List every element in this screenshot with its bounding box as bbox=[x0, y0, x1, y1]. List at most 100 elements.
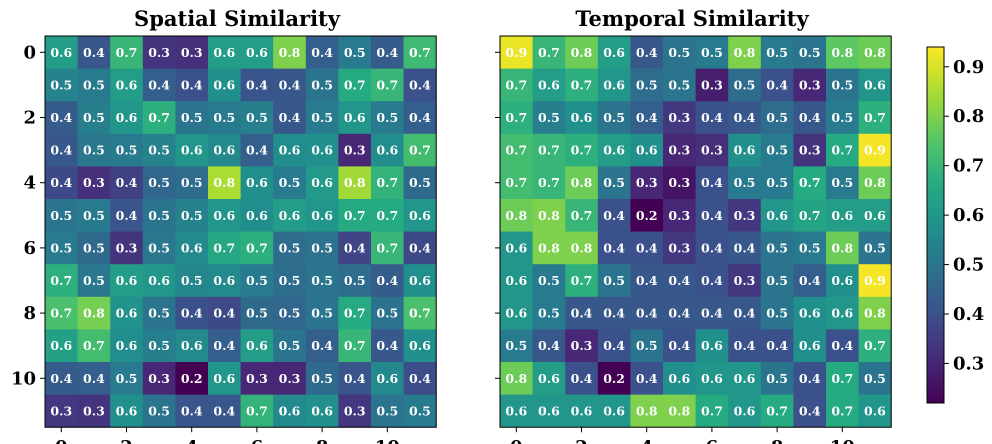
heatmap-cell bbox=[826, 362, 859, 395]
cell-value-label: 0.5 bbox=[148, 306, 170, 321]
heatmap-cell bbox=[663, 362, 696, 395]
heatmap-cell bbox=[110, 231, 144, 265]
cell-value-label: 0.7 bbox=[376, 77, 398, 92]
cell-value-label: 0.6 bbox=[734, 371, 756, 386]
cell-value-label: 0.8 bbox=[538, 208, 560, 223]
cell-value-label: 0.4 bbox=[116, 208, 138, 223]
cell-value-label: 0.6 bbox=[116, 273, 138, 288]
heatmap-cell bbox=[371, 264, 404, 298]
heatmap-cell bbox=[338, 264, 372, 298]
heatmap-cell bbox=[338, 101, 372, 135]
cell-value-label: 0.7 bbox=[148, 110, 170, 125]
heatmap-cell bbox=[728, 133, 762, 167]
cell-value-label: 0.4 bbox=[636, 306, 658, 321]
cell-value-label: 0.7 bbox=[571, 273, 593, 288]
cell-value-label: 0.3 bbox=[799, 143, 821, 158]
cell-value-label: 0.5 bbox=[603, 110, 625, 125]
x-tick-label: 0 bbox=[55, 437, 68, 444]
heatmap-cell bbox=[142, 68, 176, 102]
cell-value-label: 0.3 bbox=[83, 403, 105, 418]
heatmap-cell bbox=[142, 231, 176, 265]
cell-value-label: 0.4 bbox=[701, 175, 723, 190]
cell-value-label: 0.6 bbox=[864, 208, 886, 223]
cell-value-label: 0.4 bbox=[376, 273, 398, 288]
heatmap-cell bbox=[695, 36, 729, 69]
cell-value-label: 0.3 bbox=[279, 371, 301, 386]
heatmap-cell bbox=[175, 362, 209, 395]
cell-value-label: 0.5 bbox=[766, 110, 788, 125]
heatmap-cell bbox=[240, 329, 274, 363]
heatmap-cell bbox=[142, 199, 176, 232]
y-tick-label: 10 bbox=[11, 368, 36, 389]
cell-value-label: 0.8 bbox=[831, 240, 853, 255]
x-tick-label: 4 bbox=[185, 437, 198, 444]
heatmap-cell bbox=[338, 394, 372, 428]
cell-value-label: 0.8 bbox=[505, 371, 527, 386]
cell-value-label: 0.6 bbox=[409, 338, 431, 353]
heatmap-cell bbox=[565, 231, 599, 265]
heatmap-cell bbox=[597, 36, 631, 69]
cell-value-label: 0.6 bbox=[311, 208, 333, 223]
heatmap-cell bbox=[630, 36, 664, 69]
cell-value-label: 0.6 bbox=[864, 77, 886, 92]
cell-value-label: 0.6 bbox=[181, 240, 203, 255]
heatmap-cell bbox=[858, 101, 892, 135]
heatmap-cell bbox=[597, 68, 631, 102]
cell-value-label: 0.6 bbox=[701, 338, 723, 353]
cell-value-label: 0.5 bbox=[376, 110, 398, 125]
heatmap-cell bbox=[760, 231, 794, 265]
spatial-heatmap: 0.6 0.4 0.7 0.3 0.3 0.6 0.6 0.8 0.4 0.5 0.4 0.7 0.5 0… bbox=[11, 35, 437, 444]
cell-value-label: 0.9 bbox=[864, 273, 886, 288]
cell-value-label: 0.8 bbox=[279, 45, 301, 60]
cell-value-label: 0.5 bbox=[538, 306, 560, 321]
cell-value-label: 0.6 bbox=[701, 371, 723, 386]
cell-value-label: 0.8 bbox=[83, 306, 105, 321]
cell-value-label: 0.4 bbox=[409, 371, 431, 386]
heatmap-cell bbox=[403, 166, 437, 200]
heatmap-cell bbox=[728, 68, 762, 102]
heatmap-cell bbox=[532, 133, 566, 167]
cell-value-label: 0.5 bbox=[148, 240, 170, 255]
cell-value-label: 0.5 bbox=[538, 110, 560, 125]
heatmap-cell bbox=[826, 101, 859, 135]
x-tick-label: 10 bbox=[375, 437, 400, 444]
cell-value-label: 0.5 bbox=[766, 240, 788, 255]
heatmap-cell bbox=[858, 133, 892, 167]
heatmap-cell bbox=[858, 362, 892, 395]
heatmap-cell bbox=[858, 264, 892, 298]
cell-value-label: 0.7 bbox=[864, 338, 886, 353]
heatmap-cell bbox=[500, 199, 533, 232]
heatmap-cell bbox=[597, 166, 631, 200]
heatmap-cell bbox=[858, 199, 892, 232]
heatmap-cell bbox=[45, 296, 78, 330]
heatmap-cell bbox=[403, 296, 437, 330]
cell-value-label: 0.6 bbox=[116, 110, 138, 125]
y-tick-label: 4 bbox=[23, 173, 36, 194]
cell-value-label: 0.3 bbox=[668, 175, 690, 190]
colorbar-gradient bbox=[926, 46, 945, 404]
cell-value-label: 0.6 bbox=[116, 403, 138, 418]
cell-value-label: 0.7 bbox=[344, 77, 366, 92]
heatmap-cell bbox=[305, 329, 339, 363]
cell-value-label: 0.4 bbox=[766, 77, 788, 92]
cell-value-label: 0.6 bbox=[766, 208, 788, 223]
heatmap-cell bbox=[208, 329, 241, 363]
y-tick-label: 8 bbox=[23, 303, 36, 324]
cell-value-label: 0.5 bbox=[766, 273, 788, 288]
cell-value-label: 0.5 bbox=[734, 77, 756, 92]
heatmap-cell bbox=[305, 264, 339, 298]
heatmap-cell bbox=[858, 394, 892, 428]
cell-value-label: 0.6 bbox=[181, 143, 203, 158]
heatmap-cell bbox=[760, 362, 794, 395]
cell-value-label: 0.5 bbox=[246, 110, 268, 125]
x-tick-label: 2 bbox=[575, 437, 588, 444]
heatmap-cell bbox=[403, 264, 437, 298]
cell-value-label: 0.5 bbox=[603, 273, 625, 288]
cell-value-label: 0.6 bbox=[246, 338, 268, 353]
cell-value-label: 0.4 bbox=[571, 371, 593, 386]
cell-value-label: 0.5 bbox=[636, 338, 658, 353]
heatmap-cell bbox=[500, 68, 533, 102]
heatmap-cell bbox=[597, 329, 631, 363]
cell-value-label: 0.6 bbox=[116, 77, 138, 92]
heatmap-cell bbox=[532, 101, 566, 135]
